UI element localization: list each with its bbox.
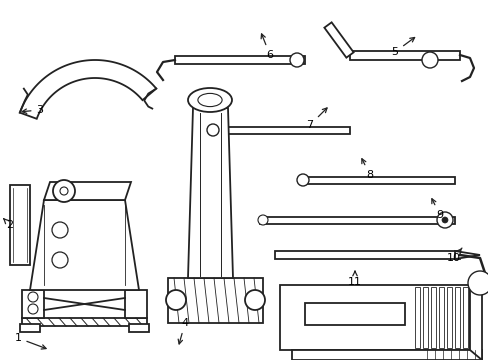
Polygon shape bbox=[209, 126, 349, 134]
Polygon shape bbox=[469, 285, 481, 360]
Circle shape bbox=[296, 174, 308, 186]
Text: 9: 9 bbox=[431, 199, 443, 220]
Text: 1: 1 bbox=[15, 333, 46, 349]
Circle shape bbox=[244, 290, 264, 310]
Polygon shape bbox=[129, 324, 149, 332]
Polygon shape bbox=[175, 56, 305, 64]
Polygon shape bbox=[168, 278, 263, 323]
Polygon shape bbox=[291, 350, 481, 360]
Polygon shape bbox=[422, 287, 427, 348]
Polygon shape bbox=[187, 108, 232, 278]
Polygon shape bbox=[414, 287, 419, 348]
Polygon shape bbox=[349, 50, 459, 59]
Text: 11: 11 bbox=[347, 271, 361, 287]
Polygon shape bbox=[22, 318, 147, 326]
Polygon shape bbox=[260, 216, 454, 224]
Polygon shape bbox=[430, 287, 435, 348]
Text: 2: 2 bbox=[3, 219, 14, 230]
Polygon shape bbox=[20, 60, 156, 119]
Circle shape bbox=[52, 222, 68, 238]
Polygon shape bbox=[30, 200, 139, 290]
Text: 4: 4 bbox=[178, 318, 188, 344]
Polygon shape bbox=[438, 287, 443, 348]
Polygon shape bbox=[274, 251, 459, 259]
Circle shape bbox=[441, 217, 447, 223]
Polygon shape bbox=[446, 287, 451, 348]
Text: 6: 6 bbox=[261, 34, 273, 60]
Text: 5: 5 bbox=[391, 37, 414, 57]
Text: 8: 8 bbox=[361, 159, 373, 180]
Circle shape bbox=[421, 52, 437, 68]
Ellipse shape bbox=[198, 93, 222, 107]
Circle shape bbox=[206, 124, 219, 136]
Polygon shape bbox=[299, 176, 454, 184]
Text: 10: 10 bbox=[446, 248, 461, 263]
Polygon shape bbox=[324, 22, 353, 58]
Text: 7: 7 bbox=[306, 108, 326, 130]
Circle shape bbox=[53, 180, 75, 202]
Polygon shape bbox=[10, 185, 30, 265]
Polygon shape bbox=[462, 287, 467, 348]
Polygon shape bbox=[22, 290, 44, 318]
Polygon shape bbox=[44, 182, 131, 200]
Polygon shape bbox=[20, 324, 40, 332]
Circle shape bbox=[258, 215, 267, 225]
Circle shape bbox=[52, 252, 68, 268]
Circle shape bbox=[165, 290, 185, 310]
Circle shape bbox=[467, 271, 488, 295]
Circle shape bbox=[289, 53, 304, 67]
Circle shape bbox=[436, 212, 452, 228]
Polygon shape bbox=[125, 290, 147, 318]
Text: 3: 3 bbox=[22, 105, 43, 115]
Polygon shape bbox=[454, 287, 459, 348]
Circle shape bbox=[60, 187, 68, 195]
Polygon shape bbox=[280, 285, 469, 350]
Circle shape bbox=[28, 304, 38, 314]
Polygon shape bbox=[454, 251, 479, 259]
Polygon shape bbox=[305, 303, 404, 325]
Circle shape bbox=[28, 292, 38, 302]
Ellipse shape bbox=[187, 88, 231, 112]
